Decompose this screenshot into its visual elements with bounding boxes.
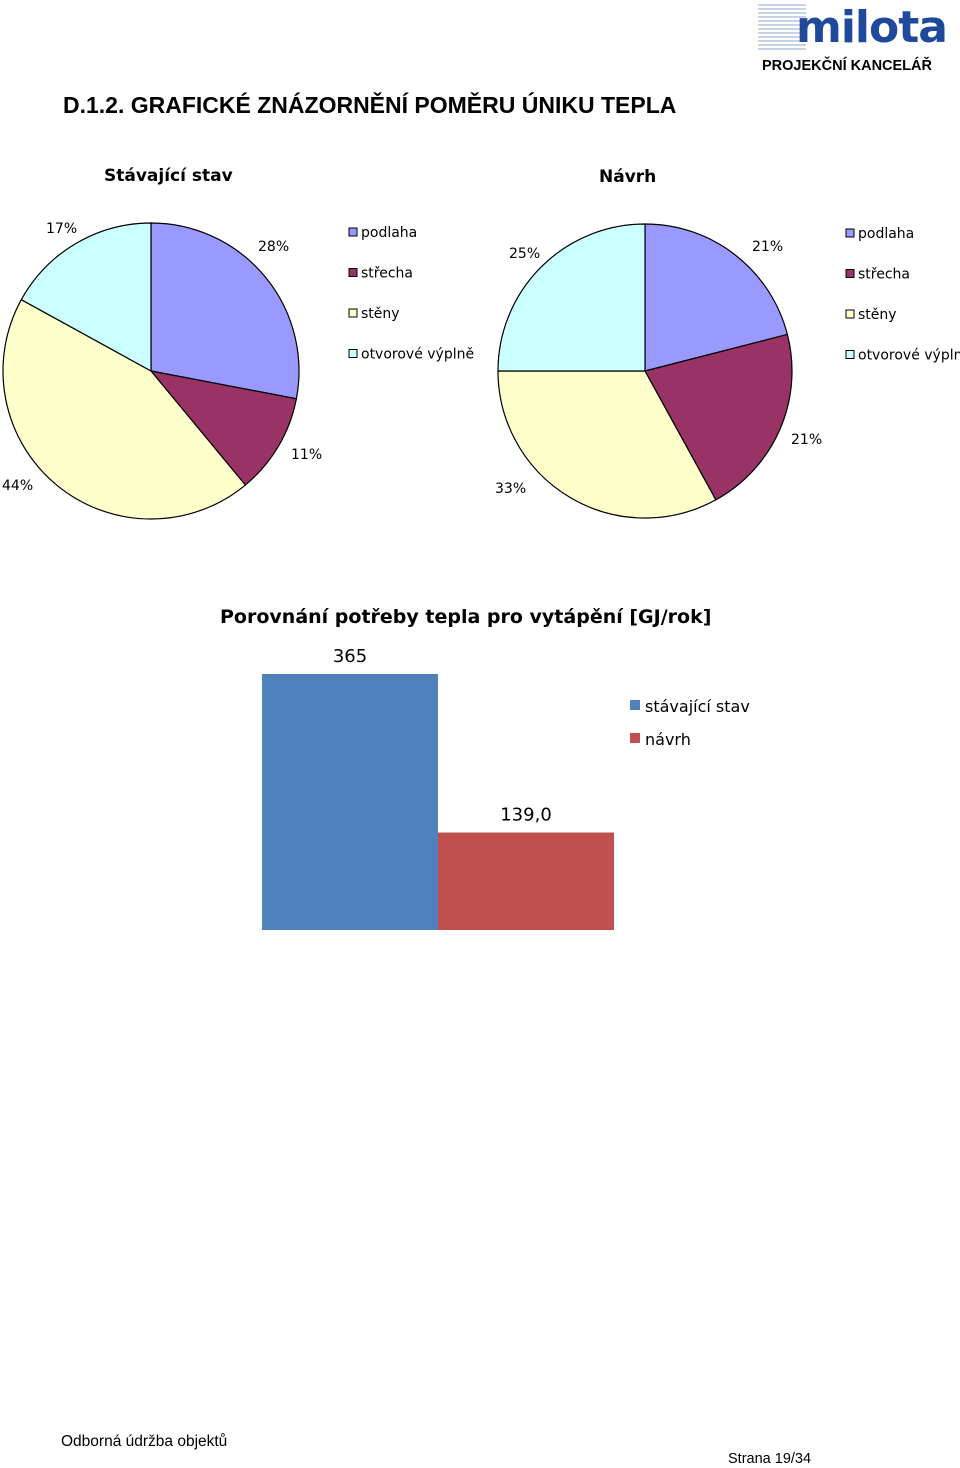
pie1-legend-item-2: střecha [361,266,413,282]
bar-1-data-label: 365 [333,646,367,667]
bar-chart-title: Porovnání potřeby tepla pro vytápění [GJ… [220,606,712,628]
pie2-slice-1 [644,223,789,372]
pie2-slice-4 [497,223,646,372]
pie2-legend-item-2: střecha [858,267,910,283]
pie1-legend-swatch-1 [348,227,358,237]
pie2-legend-item-4: otvorové výplně [858,348,960,364]
footer-project: Odborná údržba objektů [61,1433,228,1450]
pie2-legend-item-3: stěny [858,307,897,323]
logo-text: milota [796,2,948,53]
pie1-legend-item-4: otvorové výplně [361,347,474,363]
section-heading: D.1.2. GRAFICKÉ ZNÁZORNĚNÍ POMĚRU ÚNIKU … [63,92,677,118]
pie2-legend-item-1: podlaha [858,226,914,242]
pie-chart-current: 28% 11% 44% 17% podlaha střecha stěny otvorové … [2,221,474,520]
bar-legend-swatch-1 [630,700,640,710]
bar-2-data-label: 139,0 [500,805,552,826]
pie1-slice-4 [20,222,152,373]
pie2-data-label-3: 33% [495,481,526,497]
pie1-legend-swatch-4 [348,349,358,358]
pie2-legend-swatch-1 [845,228,855,238]
pie2-data-label-4: 25% [509,246,540,262]
pie2-slice-3 [497,370,717,519]
pie1-legend-item-3: stěny [361,306,400,322]
pie-chart-proposal: 21% 21% 33% 25% podlaha střecha stěny otvorové … [495,223,960,519]
pie1-data-label-2: 11% [291,447,322,463]
bar-1 [262,674,438,930]
pie1-legend-swatch-2 [348,268,358,277]
pie1-data-label-3: 44% [2,478,33,494]
company-logo: milota [758,2,948,54]
pie1-slice-3 [2,298,247,520]
pie2-data-label-2: 21% [791,432,822,448]
pie1-legend-item-1: podlaha [361,225,417,241]
pie1-slice-2 [149,370,298,486]
pie2-legend-swatch-4 [845,350,855,359]
pie2-legend-swatch-3 [845,309,855,319]
pie2-title: Návrh [599,167,657,187]
pie2-data-label-1: 21% [752,239,783,255]
pie1-data-label-1: 28% [258,239,289,255]
bar-legend-item-1: stávající stav [645,697,750,716]
bar-legend-item-2: návrh [645,730,691,749]
bar-chart-comparison: 365 stávající stav 139,0 návrh [262,646,750,930]
bar-legend-swatch-2 [630,733,640,743]
pie2-legend-swatch-2 [845,269,855,278]
bar-2 [438,832,614,930]
pie1-title: Stávající stav [104,166,233,186]
pie2-slice-2 [644,333,793,501]
pie1-data-label-4: 17% [46,221,77,237]
footer-page-number: Strana 19/34 [728,1451,812,1467]
pie1-legend-swatch-3 [348,308,358,318]
pie1-slice-1 [150,222,300,400]
office-label: PROJEKČNÍ KANCELÁŘ [762,58,932,74]
logo-stripes [758,4,806,52]
